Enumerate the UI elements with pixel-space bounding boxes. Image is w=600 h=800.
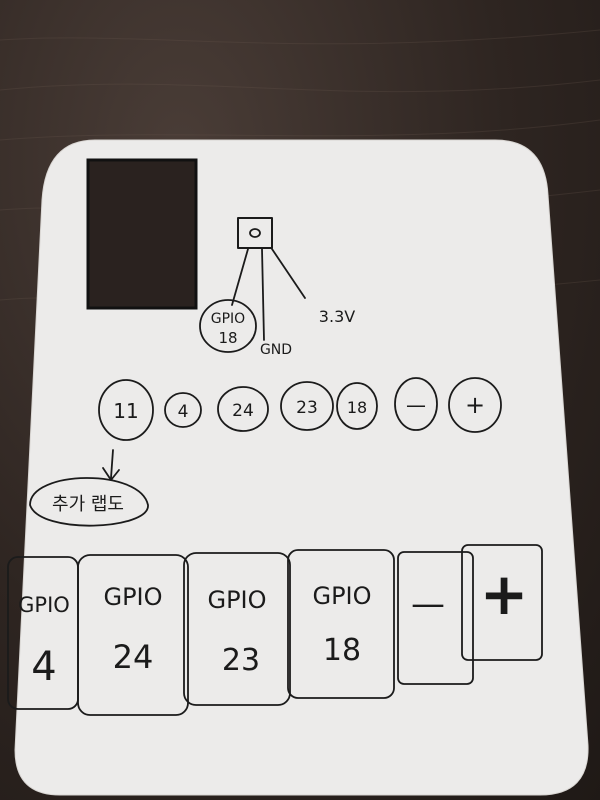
tile-gpio18-line2: 18 <box>323 633 361 668</box>
tile-plus-label: + <box>480 560 529 628</box>
circle-11-label: 11 <box>113 399 138 423</box>
gpio18-circle <box>199 299 257 353</box>
tile-gpio23-line2: 23 <box>222 643 260 678</box>
tile-minus-label: — <box>411 584 445 624</box>
tile-gpio23-line1: GPIO <box>207 586 266 614</box>
sensor-pin-18: 18 <box>218 329 237 347</box>
button-row: 11 4 24 23 18 — + <box>98 377 502 441</box>
circle-plus-label: + <box>465 391 485 419</box>
tile-gpio23 <box>183 552 291 706</box>
tile-row: GPIO 4 GPIO 24 GPIO 23 GPIO 18 — + <box>7 544 543 716</box>
circle-23-label: 23 <box>296 398 318 418</box>
sensor-pin-gnd: GND <box>260 342 292 358</box>
circle-4 <box>164 392 202 428</box>
circle-24-label: 24 <box>232 401 254 421</box>
tile-gpio4-line1: GPIO <box>18 593 70 617</box>
circle-4-label: 4 <box>178 402 189 422</box>
note-text: 추가 랩도 <box>52 494 124 515</box>
sensor-pin-vcc: 3.3V <box>319 307 355 326</box>
tile-minus <box>397 551 474 685</box>
wire-vcc <box>271 248 306 299</box>
tile-gpio18-line1: GPIO <box>312 582 371 610</box>
circle-23 <box>280 381 334 431</box>
arrow-shaft <box>110 449 114 479</box>
card-cutout <box>86 158 198 310</box>
note-bubble <box>29 477 149 527</box>
sensor-diagram: GPIO 18 GND 3.3V <box>199 217 355 358</box>
circle-plus <box>448 377 502 433</box>
tile-gpio4-line2: 4 <box>31 644 56 690</box>
circle-18-label: 18 <box>347 398 367 417</box>
wire-gpio <box>231 248 249 306</box>
sensor-box <box>237 217 273 249</box>
circle-24 <box>217 386 269 432</box>
circle-minus <box>394 377 438 431</box>
circle-minus-label: — <box>406 393 426 417</box>
wire-gnd <box>261 248 265 341</box>
circle-11 <box>98 379 154 441</box>
sensor-eye <box>249 228 261 238</box>
sensor-pin-gpio: GPIO <box>211 311 245 327</box>
tile-gpio24-line1: GPIO <box>103 583 162 611</box>
circle-18 <box>336 382 378 430</box>
tile-gpio24 <box>77 554 189 716</box>
tile-plus <box>461 544 543 661</box>
tile-gpio18 <box>287 549 395 699</box>
annotation-note: 추가 랩도 <box>29 449 149 527</box>
tile-gpio24-line2: 24 <box>113 638 154 676</box>
